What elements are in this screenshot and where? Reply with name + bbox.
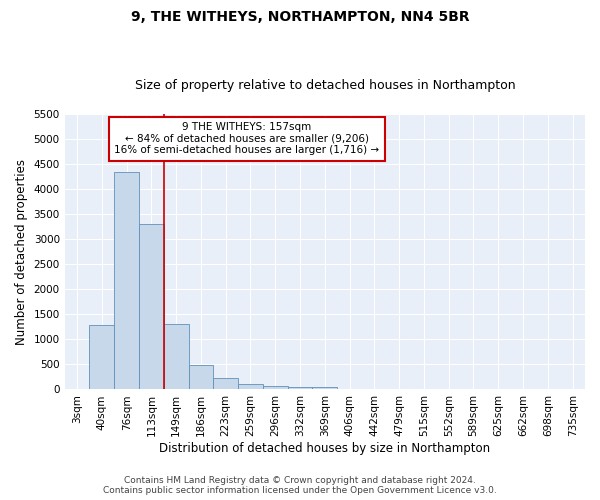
Bar	[263, 386, 287, 390]
X-axis label: Distribution of detached houses by size in Northampton: Distribution of detached houses by size …	[159, 442, 490, 455]
Text: Contains HM Land Registry data © Crown copyright and database right 2024.
Contai: Contains HM Land Registry data © Crown c…	[103, 476, 497, 495]
Text: 9, THE WITHEYS, NORTHAMPTON, NN4 5BR: 9, THE WITHEYS, NORTHAMPTON, NN4 5BR	[131, 10, 469, 24]
Y-axis label: Number of detached properties: Number of detached properties	[15, 158, 28, 344]
Bar	[238, 384, 263, 390]
Bar	[114, 172, 139, 390]
Bar	[89, 326, 114, 390]
Bar	[287, 387, 313, 390]
Bar	[214, 378, 238, 390]
Bar	[139, 224, 164, 390]
Bar	[188, 366, 214, 390]
Title: Size of property relative to detached houses in Northampton: Size of property relative to detached ho…	[134, 79, 515, 92]
Bar	[164, 324, 188, 390]
Bar	[313, 387, 337, 390]
Text: 9 THE WITHEYS: 157sqm
← 84% of detached houses are smaller (9,206)
16% of semi-d: 9 THE WITHEYS: 157sqm ← 84% of detached …	[114, 122, 379, 156]
